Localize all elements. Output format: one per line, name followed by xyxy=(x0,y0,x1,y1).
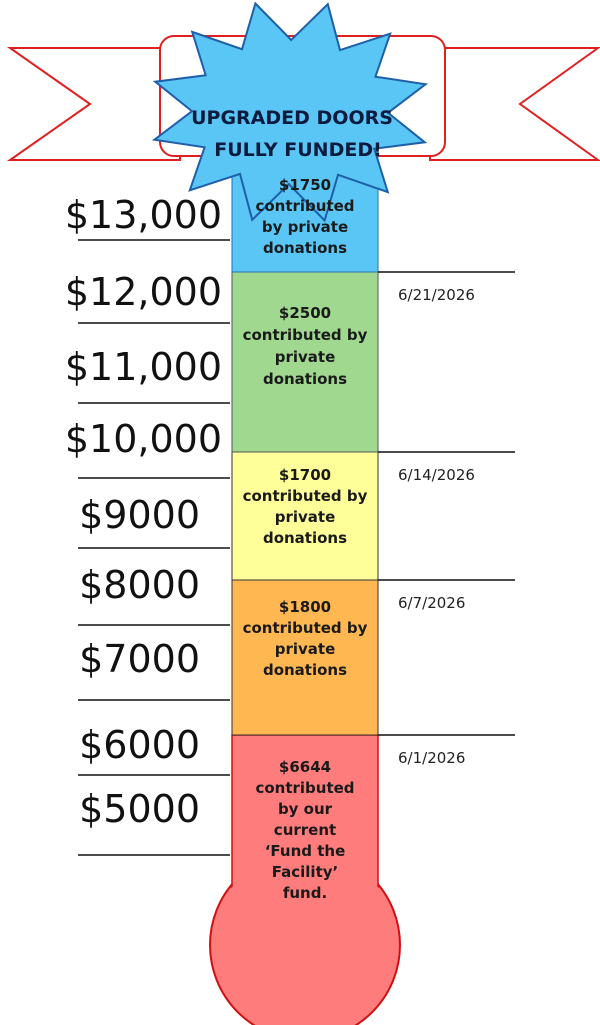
segment-text: private xyxy=(275,348,336,366)
segment-text: contributed by xyxy=(243,619,368,637)
segment-text: private xyxy=(275,640,336,658)
banner-line: UPGRADED DOORS xyxy=(191,107,393,129)
segment-text: private xyxy=(275,508,336,526)
segment-text: donations xyxy=(263,529,347,547)
segment-text: by our xyxy=(278,800,333,818)
segment-text: contributed xyxy=(255,197,354,215)
scale-label: $13,000 xyxy=(65,193,222,237)
thermometer-poster: UPGRADED DOORS FULLY FUNDED! $13,000 $12,00… xyxy=(0,0,600,1025)
scale-label: $5000 xyxy=(79,787,200,831)
segment-text: fund. xyxy=(283,884,327,902)
segment-text: $1700 xyxy=(279,466,331,484)
segment-text: Facility’ xyxy=(272,863,338,881)
date: 6/14/2026 xyxy=(398,466,475,484)
segment-text: current xyxy=(274,821,336,839)
scale-label: $9000 xyxy=(79,493,200,537)
segment-text: contributed by xyxy=(243,326,368,344)
date: 6/7/2026 xyxy=(398,594,465,612)
scale-label: $7000 xyxy=(79,637,200,681)
ribbon-left xyxy=(10,48,180,160)
segment-text: contributed by xyxy=(243,487,368,505)
scale-label: $10,000 xyxy=(65,417,222,461)
segment-text: donations xyxy=(263,239,347,257)
segment-text: donations xyxy=(263,370,347,388)
segment-text: ‘Fund the xyxy=(265,842,346,860)
banner-line: FULLY FUNDED! xyxy=(214,139,382,161)
segment-text: $2500 xyxy=(279,304,331,322)
scale-label: $6000 xyxy=(79,723,200,767)
date: 6/1/2026 xyxy=(398,749,465,767)
ribbon-right xyxy=(430,48,598,160)
segment-text: donations xyxy=(263,661,347,679)
segment-text: by private xyxy=(262,218,348,236)
scale-label: $11,000 xyxy=(65,345,222,389)
scale-label: $8000 xyxy=(79,563,200,607)
segment-text: $1800 xyxy=(279,598,331,616)
date: 6/21/2026 xyxy=(398,286,475,304)
segment-text: $1750 xyxy=(279,176,331,194)
segment-text: $6644 xyxy=(279,758,331,776)
scale-label: $12,000 xyxy=(65,270,222,314)
segment-text: contributed xyxy=(255,779,354,797)
